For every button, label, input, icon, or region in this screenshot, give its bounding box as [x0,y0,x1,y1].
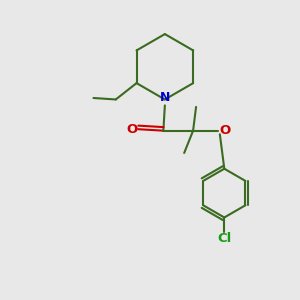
Text: O: O [126,123,137,136]
Text: O: O [219,124,230,137]
Text: N: N [160,91,170,103]
Text: Cl: Cl [217,232,231,245]
